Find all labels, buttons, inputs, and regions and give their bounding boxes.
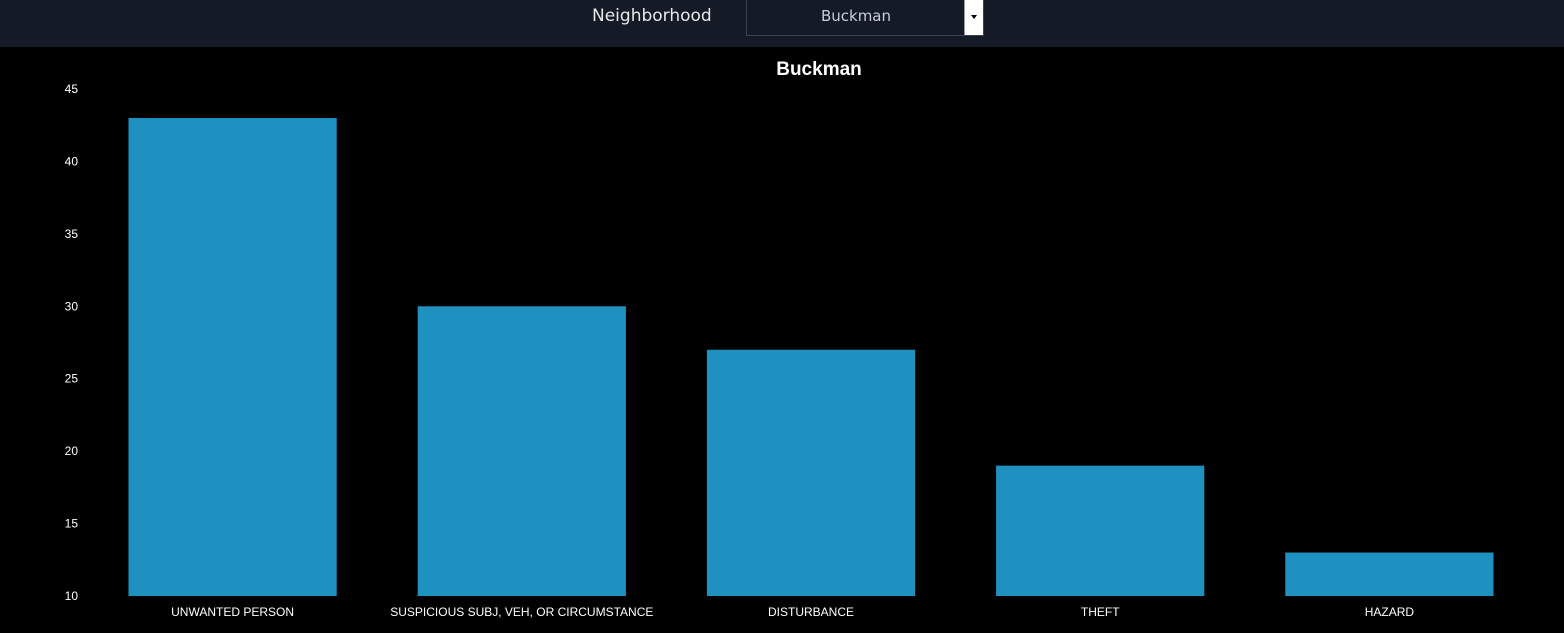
y-axis: 10 15 20 25 30 35 40 45 [65,82,79,603]
bar-chart: Buckman 10 15 20 25 30 35 40 45 UNWANTED PERSON… [65,59,1494,619]
neighborhood-selected-value: Buckman [820,7,892,25]
x-tick-label: HAZARD [1365,605,1415,619]
y-tick-label: 20 [65,444,79,458]
y-tick-label: 45 [65,82,79,96]
bar [128,117,337,596]
chevron-down-icon[interactable] [964,0,983,35]
y-tick-label: 10 [65,589,79,603]
chart-area: Buckman 10 15 20 25 30 35 40 45 UNWANTED PERSON… [0,47,1564,628]
bar [706,349,916,596]
neighborhood-dropdown[interactable]: Buckman [746,0,984,36]
x-tick-label: DISTURBANCE [768,605,854,619]
neighborhood-label: Neighborhood [592,6,712,26]
x-tick-label: UNWANTED PERSON [171,605,294,619]
bar [996,465,1205,596]
bar [1285,552,1494,596]
chart-title: Buckman [776,59,862,80]
x-tick-label: SUSPICIOUS SUBJ, VEH, OR CIRCUMSTANCE [390,605,653,619]
y-tick-label: 25 [65,372,79,386]
filter-bar: Neighborhood Buckman [0,0,1564,47]
y-tick-label: 30 [65,299,79,313]
y-tick-label: 35 [65,227,79,241]
y-tick-label: 40 [65,154,79,168]
x-axis: UNWANTED PERSON SUSPICIOUS SUBJ, VEH, OR … [171,605,1414,619]
bars [128,117,1494,596]
x-tick-label: THEFT [1081,605,1120,619]
y-tick-label: 15 [65,517,79,531]
bar [417,306,626,596]
